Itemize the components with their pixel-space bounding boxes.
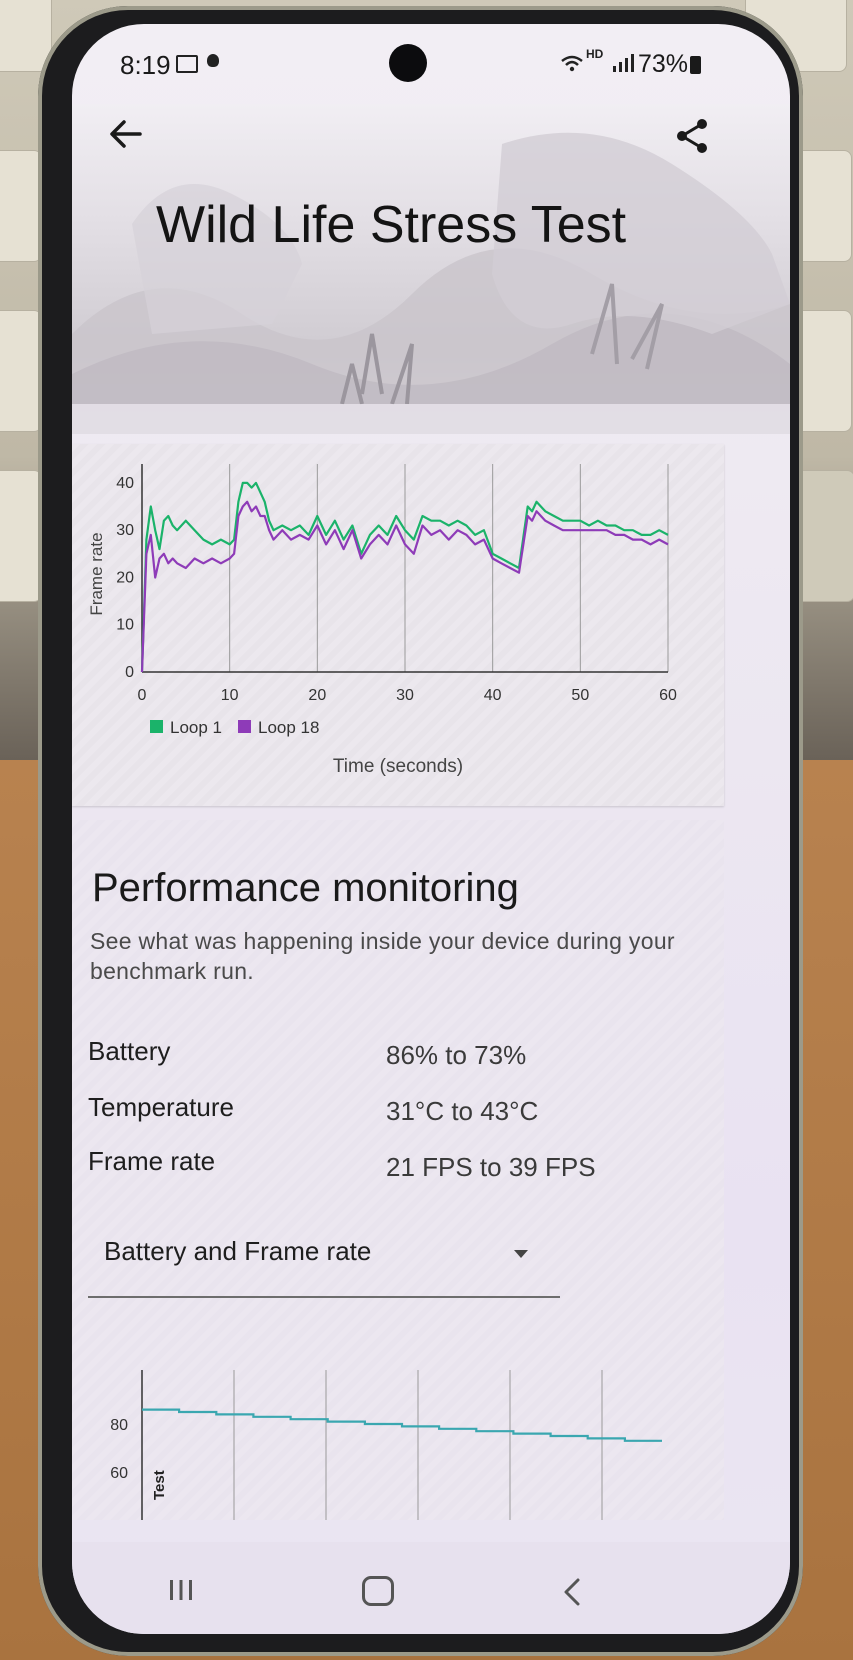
- navigation-bar: [72, 1542, 790, 1634]
- back-button[interactable]: [106, 114, 146, 154]
- battery-frame-rate-chart: 80 60 Test: [110, 1370, 662, 1520]
- recents-icon[interactable]: [168, 1578, 194, 1602]
- legend-label: Loop 1: [170, 718, 222, 737]
- header: Wild Life Stress Test: [72, 104, 790, 434]
- metric-label-battery: Battery: [88, 1036, 171, 1066]
- dropdown-selected-value: Battery and Frame rate: [104, 1236, 372, 1266]
- frame-rate-chart: 0 10 20 30 40 50 60 0 10 20 30 40 Frame rate Loop 1 Lo…: [87, 464, 677, 777]
- metric-label-temperature: Temperature: [88, 1092, 234, 1122]
- metric-value-frame-rate: 21 FPS to 39 FPS: [386, 1152, 596, 1182]
- front-camera: [389, 44, 427, 82]
- y-axis-label: Frame rate: [87, 532, 106, 615]
- y-tick-label: 30: [116, 522, 134, 539]
- frame-rate-chart-card: 0 10 20 30 40 50 60 0 10 20 30 40 Frame rate Loop 1 Lo…: [72, 444, 724, 806]
- performance-description: See what was happening inside your devic…: [90, 928, 675, 984]
- legend-swatch: [238, 720, 251, 733]
- y-tick-label: 0: [125, 664, 134, 681]
- x-tick-label: 30: [396, 687, 414, 704]
- status-time: 8:19: [120, 50, 171, 80]
- x-tick-label: 50: [571, 687, 589, 704]
- x-axis-label: Time (seconds): [333, 756, 463, 777]
- status-bar: 8:19 HD 73%: [72, 24, 790, 104]
- bulb-notification-icon: [207, 54, 219, 67]
- metric-value-battery: 86% to 73%: [386, 1040, 527, 1070]
- battery-line: [142, 1408, 662, 1442]
- home-icon[interactable]: [362, 1576, 394, 1606]
- wifi-icon: [561, 55, 583, 72]
- y-tick-label: 10: [116, 617, 134, 634]
- metric-value-temperature: 31°C to 43°C: [386, 1096, 539, 1126]
- series-line-loop-1: [140, 481, 669, 673]
- dropdown-arrow-icon: [514, 1250, 528, 1258]
- x-tick-label: 20: [308, 687, 326, 704]
- y-tick-label: 40: [116, 475, 134, 492]
- x-tick-label: 10: [221, 687, 239, 704]
- chart-type-dropdown[interactable]: Battery and Frame rate: [88, 1216, 560, 1298]
- gallery-notification-icon: [176, 55, 198, 73]
- hd-voice-badge: HD: [586, 47, 604, 61]
- legend-label: Loop 18: [258, 718, 319, 737]
- header-background-art: [72, 104, 790, 434]
- x-tick-label: 40: [484, 687, 502, 704]
- y-tick-label: 20: [116, 569, 134, 586]
- metric-label-frame-rate: Frame rate: [88, 1146, 216, 1176]
- x-tick-label: 60: [659, 687, 677, 704]
- series-line-loop-18: [140, 500, 669, 673]
- performance-title: Performance monitoring: [92, 866, 519, 910]
- nav-back-icon[interactable]: [560, 1578, 584, 1606]
- performance-monitoring-card: Performance monitoring See what was happ…: [72, 820, 724, 1520]
- x-tick-label: 0: [138, 687, 147, 704]
- battery-icon: [690, 56, 701, 74]
- mini-chart-tick-label: 60: [110, 1465, 128, 1482]
- battery-percent: 73%: [638, 50, 689, 78]
- legend-swatch: [150, 720, 163, 733]
- mini-chart-side-label: Test: [151, 1470, 168, 1500]
- page-title: Wild Life Stress Test: [156, 196, 627, 254]
- share-button[interactable]: [672, 116, 712, 156]
- mini-chart-tick-label: 80: [110, 1417, 128, 1434]
- signal-icon: [613, 54, 634, 72]
- phone-screen: 8:19 HD 73%: [72, 24, 790, 1634]
